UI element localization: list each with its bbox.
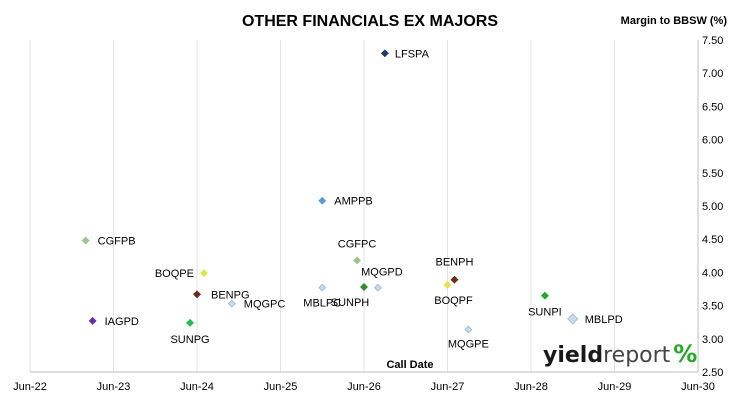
x-tick-label: Jun-23 xyxy=(97,381,131,393)
y-tick-labels: 2.50 3.00 3.50 4.00 4.50 5.00 5.50 6.00 6.50 7.00… xyxy=(702,35,723,379)
point-mblpd xyxy=(567,313,579,325)
y-tick-label: 2.50 xyxy=(702,367,723,379)
point-label-boqpe: BOQPE xyxy=(155,268,194,280)
point-cgfpc xyxy=(353,256,362,265)
point-benph xyxy=(450,275,459,284)
point-label-cgfpc: CGFPC xyxy=(338,238,377,250)
point-label-iagpd: IAGPD xyxy=(105,316,139,328)
y-tick-label: 3.50 xyxy=(702,301,723,313)
point-label-lfspa: LFSPA xyxy=(395,48,430,60)
y-tick-label: 5.50 xyxy=(702,168,723,180)
y-tick-label: 4.00 xyxy=(702,267,723,279)
x-tick-label: Jun-27 xyxy=(431,381,465,393)
point-label-benph: BENPH xyxy=(436,257,474,269)
y-tick-label: 3.00 xyxy=(702,334,723,346)
y-tick-label: 6.00 xyxy=(702,135,723,147)
point-mblpc xyxy=(318,283,327,292)
point-label-mblpd: MBLPD xyxy=(585,314,623,326)
logo-text: yieldreport% xyxy=(543,340,697,368)
y-tick-label: 6.50 xyxy=(702,101,723,113)
point-label-sunph: SUNPH xyxy=(331,297,370,309)
logo-light-part: report xyxy=(603,343,671,368)
y-tick-label: 7.50 xyxy=(702,35,723,47)
point-label-mqgpd: MQGPD xyxy=(361,267,403,279)
x-tick-label: Jun-25 xyxy=(264,381,298,393)
point-amppb xyxy=(318,196,327,205)
point-mqgpe xyxy=(464,325,473,334)
point-label-sunpg: SUNPG xyxy=(170,334,209,346)
y-axis-label: Margin to BBSW (%) xyxy=(621,15,728,27)
x-tick-label: Jun-30 xyxy=(681,381,715,393)
point-mqgpc xyxy=(227,299,236,308)
x-tick-label: Jun-29 xyxy=(598,381,632,393)
point-benpg xyxy=(193,290,201,299)
point-boqpf xyxy=(443,281,452,289)
point-lfspa xyxy=(380,49,389,58)
point-label-sunpi: SUNPI xyxy=(528,307,562,319)
y-tick-label: 7.00 xyxy=(702,68,723,80)
point-sunpi xyxy=(540,291,549,300)
x-tick-label: Jun-26 xyxy=(347,381,381,393)
point-mqgpd xyxy=(373,283,382,292)
x-tick-label: Jun-22 xyxy=(13,381,47,393)
logo-bold-part: yield xyxy=(543,343,603,368)
point-label-cgfpb: CGFPB xyxy=(98,236,136,248)
point-sunpg xyxy=(186,318,195,327)
x-tick-label: Jun-28 xyxy=(514,381,548,393)
y-tick-label: 4.50 xyxy=(702,234,723,246)
y-tick-label: 5.00 xyxy=(702,201,723,213)
grid-layer xyxy=(29,40,615,372)
point-label-mqgpe: MQGPE xyxy=(448,339,489,351)
chart-title: OTHER FINANCIALS EX MAJORS xyxy=(242,13,498,30)
yieldreport-logo: yieldreport% xyxy=(543,340,697,368)
point-label-benpg: BENPG xyxy=(211,289,250,301)
x-tick-labels: Jun-22 Jun-23 Jun-24 Jun-25 Jun-26 Jun-27 Jun-… xyxy=(13,381,715,393)
logo-percent-symbol: % xyxy=(673,340,697,368)
point-label-amppb: AMPPB xyxy=(334,196,373,208)
point-label-mblpc: MBLPC xyxy=(303,298,341,310)
data-points: LFSPA AMPPB CGFPB CGFPC BOQPE BENPH MQGPD BOQPF… xyxy=(81,48,623,351)
x-tick-label: Jun-24 xyxy=(180,381,214,393)
point-label-boqpf: BOQPF xyxy=(434,295,473,307)
point-sunph xyxy=(360,283,368,291)
point-iagpd xyxy=(88,316,97,325)
x-axis-label: Call Date xyxy=(386,359,433,371)
point-boqpe xyxy=(199,269,208,278)
point-label-mqgpc: MQGPC xyxy=(244,299,286,311)
point-cgfpb xyxy=(81,236,90,245)
